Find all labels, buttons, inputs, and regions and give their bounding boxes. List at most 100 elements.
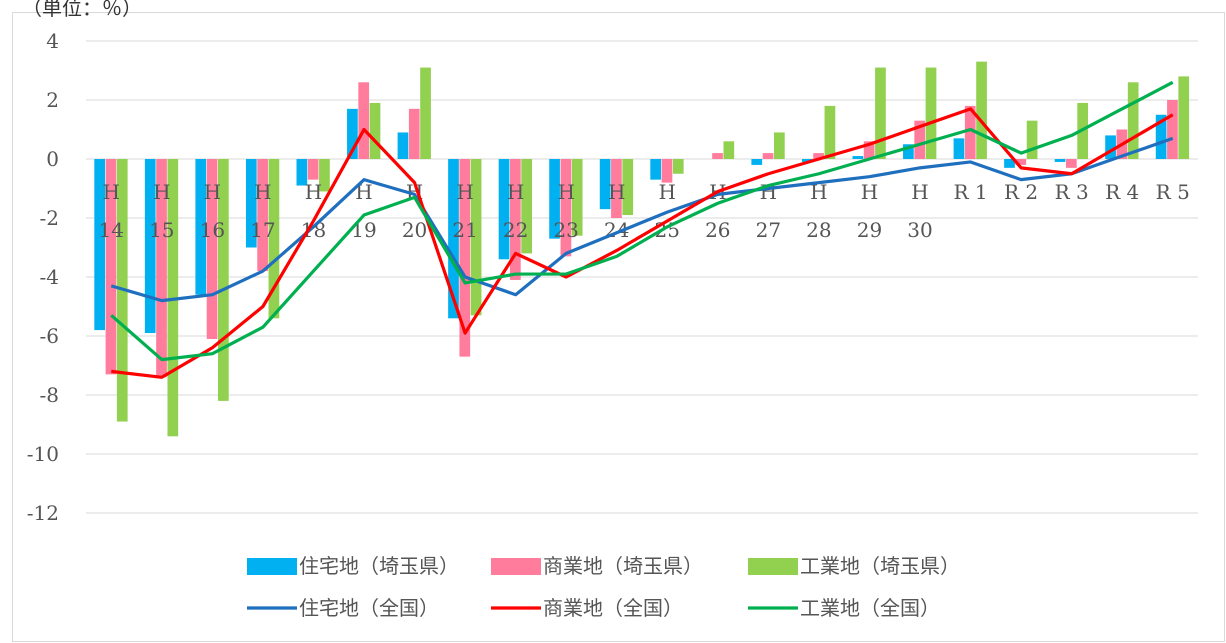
bar (105, 159, 117, 375)
bar (813, 153, 824, 159)
bar (1004, 159, 1015, 168)
legend-label: 工業地（全国） (800, 596, 940, 620)
x-tick-label: 17 (250, 218, 275, 242)
bar (824, 105, 836, 159)
y-tick-label: -4 (40, 265, 59, 289)
bars (94, 61, 1190, 437)
bar (953, 138, 965, 159)
x-axis-labels: H14H15H16H17H18H19H20H21H22H23H24H25H26H… (99, 180, 1190, 242)
unit-label: （単位：％） (22, 0, 142, 20)
series-line (111, 107, 1174, 379)
bar (448, 159, 459, 319)
legend-label: 住宅地（埼玉県） (299, 554, 459, 578)
x-tick-label: 20 (402, 218, 427, 242)
bar (599, 159, 611, 210)
x-tick-label: H (911, 180, 928, 204)
bar (801, 159, 813, 162)
y-axis: 4 2 0 -2 -4 -6 -8 -10 -12 (27, 29, 59, 525)
bar (976, 61, 987, 159)
bar (397, 132, 409, 159)
bar (167, 159, 179, 437)
bar (875, 67, 886, 159)
x-tick-label: H (254, 180, 271, 204)
x-tick-label: 16 (200, 218, 225, 242)
bar (420, 67, 431, 159)
bar (1065, 159, 1077, 168)
bar (661, 159, 673, 183)
bar (1026, 120, 1038, 159)
bar (347, 108, 358, 159)
legend-label: 商業地（全国） (543, 596, 683, 620)
x-tick-label: 19 (351, 218, 376, 242)
bar (1127, 82, 1139, 159)
legend-swatch (748, 558, 798, 575)
x-tick-label: 23 (553, 218, 578, 242)
bar (257, 159, 268, 272)
bar (622, 159, 634, 216)
x-tick-label: 28 (806, 218, 831, 242)
bar (903, 144, 914, 159)
legend-label: 商業地（埼玉県） (543, 554, 703, 578)
x-tick-label: R 1 (953, 180, 987, 204)
y-tick-label: -10 (27, 442, 59, 466)
bar (408, 108, 420, 159)
bar (650, 159, 662, 180)
bar (307, 159, 319, 180)
x-tick-label: H (355, 180, 372, 204)
bar (268, 159, 280, 319)
bar (319, 159, 330, 192)
bar (195, 159, 207, 295)
x-tick-label: H (659, 180, 676, 204)
x-tick-label: H (557, 180, 574, 204)
bar (762, 153, 774, 159)
bar (144, 159, 156, 334)
x-tick-label: H (608, 180, 625, 204)
bar (925, 67, 937, 159)
bar (470, 159, 482, 316)
y-tick-label: -12 (27, 501, 59, 525)
legend-swatch (247, 558, 297, 575)
lines (110, 80, 1174, 379)
bar (1155, 114, 1167, 159)
x-tick-label: H (153, 180, 170, 204)
x-tick-label: 29 (857, 218, 882, 242)
x-tick-label: 21 (452, 218, 477, 242)
legend-swatch (491, 558, 541, 575)
series-line (110, 136, 1174, 303)
legend: 住宅地（埼玉県） 商業地（埼玉県） 工業地（埼玉県） 住宅地（全国） 商業地（全国） 工業… (247, 554, 960, 620)
bar (509, 159, 521, 280)
x-tick-label: R 2 (1004, 180, 1038, 204)
bar (1105, 135, 1116, 159)
bar (218, 159, 229, 401)
x-tick-label: R 4 (1105, 180, 1139, 204)
bar (245, 159, 257, 248)
y-tick-label: -6 (40, 324, 59, 348)
bar (1015, 159, 1027, 165)
y-tick-label: 4 (46, 29, 59, 53)
y-tick-label: 2 (46, 88, 59, 112)
bar (723, 141, 735, 159)
x-tick-label: 30 (907, 218, 932, 242)
bar (611, 159, 622, 218)
bar (672, 159, 684, 174)
x-tick-label: 14 (99, 218, 124, 242)
bar (521, 159, 532, 254)
bar (964, 105, 976, 159)
x-tick-label: H (204, 180, 221, 204)
x-tick-label: 22 (503, 218, 528, 242)
y-tick-label: 0 (46, 147, 59, 171)
bar (296, 159, 308, 186)
y-tick-label: -2 (40, 206, 59, 230)
bar (549, 159, 560, 239)
x-tick-label: 27 (756, 218, 781, 242)
x-tick-label: H (103, 180, 120, 204)
x-tick-label: H (507, 180, 524, 204)
bar (498, 159, 510, 260)
bar (560, 159, 572, 257)
legend-label: 住宅地（全国） (299, 596, 439, 620)
series-line (110, 80, 1174, 362)
chart-frame (12, 12, 1225, 642)
bar (863, 141, 875, 159)
x-tick-label: H (861, 180, 878, 204)
